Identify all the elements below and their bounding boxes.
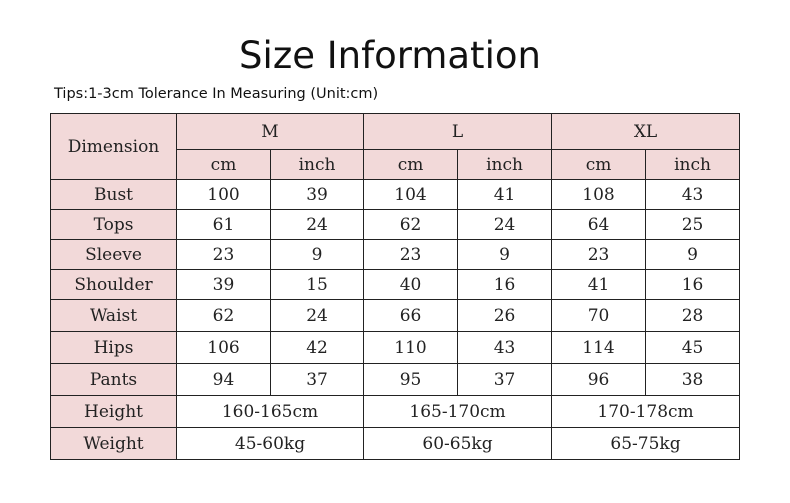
size-header-l: L — [363, 113, 553, 150]
row-label: Waist — [50, 299, 177, 332]
table-cell: 66 — [363, 299, 459, 332]
table-cell: 43 — [457, 331, 553, 364]
height-range-l: 165-170cm — [363, 395, 553, 428]
table-cell: 108 — [551, 179, 647, 210]
unit-header-row: cm inch cm inch cm inch — [51, 149, 741, 180]
table-cell: 61 — [176, 209, 271, 240]
row-label: Pants — [50, 363, 177, 396]
row-label: Hips — [50, 331, 177, 364]
table-cell: 16 — [457, 269, 553, 300]
size-table: Dimension M L XL cm inch cm inch cm inch… — [50, 113, 741, 460]
unit-inch: inch — [269, 149, 365, 180]
table-cell: 70 — [551, 299, 647, 332]
unit-inch: inch — [457, 149, 553, 180]
table-cell: 15 — [269, 269, 365, 300]
table-row: Hips 106 42 110 43 114 45 — [50, 331, 741, 364]
table-cell: 9 — [457, 239, 553, 270]
weight-range-l: 60-65kg — [363, 427, 553, 460]
table-cell: 9 — [645, 239, 741, 270]
table-cell: 94 — [176, 363, 271, 396]
height-range-m: 160-165cm — [175, 395, 365, 428]
size-header-m: M — [175, 113, 365, 150]
table-cell: 25 — [645, 209, 741, 240]
table-cell: 106 — [176, 331, 271, 364]
table-cell: 62 — [176, 299, 271, 332]
table-cell: 114 — [551, 331, 647, 364]
row-label: Shoulder — [50, 269, 177, 300]
table-cell: 40 — [363, 269, 459, 300]
table-row: Waist 62 24 66 26 70 28 — [50, 299, 741, 332]
table-row: Bust 100 39 104 41 108 43 — [50, 179, 741, 210]
table-cell: 38 — [645, 363, 741, 396]
table-cell: 28 — [645, 299, 741, 332]
table-cell: 23 — [363, 239, 459, 270]
table-cell: 96 — [551, 363, 647, 396]
table-cell: 26 — [457, 299, 553, 332]
row-label: Sleeve — [50, 239, 177, 270]
table-cell: 100 — [176, 179, 271, 210]
unit-inch: inch — [645, 149, 741, 180]
table-row: Shoulder 39 15 40 16 41 16 — [50, 269, 741, 300]
table-cell: 64 — [551, 209, 647, 240]
row-label: Weight — [50, 427, 177, 460]
unit-cm: cm — [176, 149, 271, 180]
table-cell: 37 — [269, 363, 365, 396]
table-cell: 95 — [363, 363, 459, 396]
row-label: Height — [50, 395, 177, 428]
table-cell: 41 — [457, 179, 553, 210]
table-cell: 39 — [269, 179, 365, 210]
weight-range-xl: 65-75kg — [551, 427, 741, 460]
unit-cm: cm — [363, 149, 459, 180]
table-cell: 24 — [269, 299, 365, 332]
table-cell: 23 — [551, 239, 647, 270]
size-header-row: Dimension M L XL — [50, 113, 741, 180]
weight-row: Weight 45-60kg 60-65kg 65-75kg — [50, 427, 741, 460]
size-header-xl: XL — [551, 113, 741, 150]
table-cell: 42 — [269, 331, 365, 364]
weight-range-m: 45-60kg — [175, 427, 365, 460]
table-cell: 62 — [363, 209, 459, 240]
table-cell: 41 — [551, 269, 647, 300]
height-range-xl: 170-178cm — [551, 395, 741, 428]
table-row: Sleeve 23 9 23 9 23 9 — [50, 239, 741, 270]
table-cell: 43 — [645, 179, 741, 210]
table-cell: 9 — [269, 239, 365, 270]
table-row: Pants 94 37 95 37 96 38 — [50, 363, 741, 396]
table-cell: 16 — [645, 269, 741, 300]
row-label: Bust — [50, 179, 177, 210]
table-cell: 110 — [363, 331, 459, 364]
row-label: Tops — [50, 209, 177, 240]
page-title: Size Information — [239, 34, 541, 77]
table-cell: 39 — [176, 269, 271, 300]
tolerance-tip: Tips:1-3cm Tolerance In Measuring (Unit:… — [54, 86, 379, 102]
table-row: Tops 61 24 62 24 64 25 — [50, 209, 741, 240]
table-cell: 24 — [457, 209, 553, 240]
table-cell: 45 — [645, 331, 741, 364]
table-cell: 23 — [176, 239, 271, 270]
height-row: Height 160-165cm 165-170cm 170-178cm — [50, 395, 741, 428]
table-cell: 24 — [269, 209, 365, 240]
table-cell: 37 — [457, 363, 553, 396]
table-cell: 104 — [363, 179, 459, 210]
unit-cm: cm — [551, 149, 647, 180]
dimension-header: Dimension — [50, 113, 177, 180]
